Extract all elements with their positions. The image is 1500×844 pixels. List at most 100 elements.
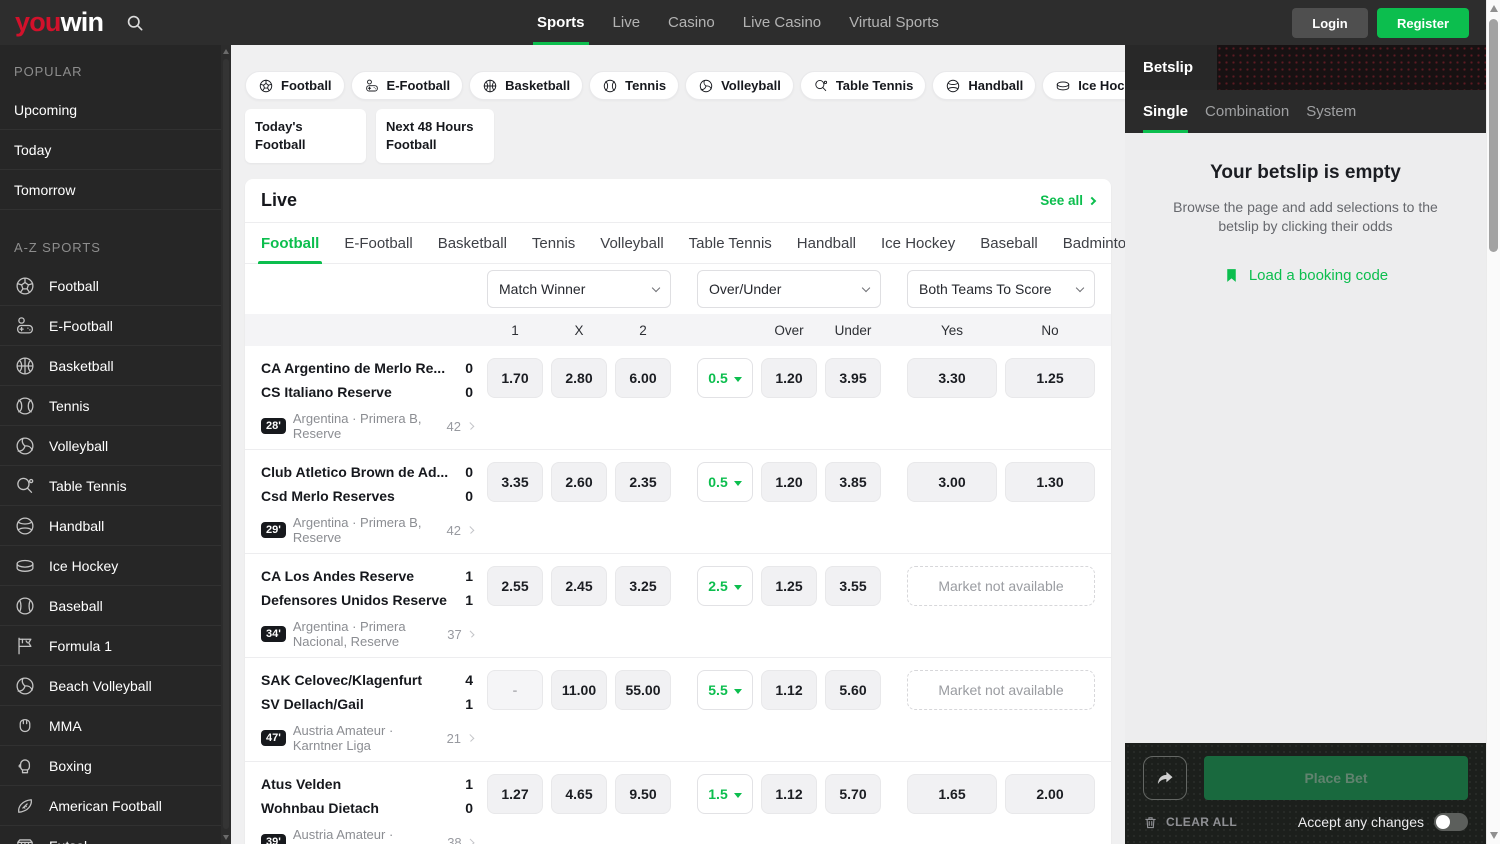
sidebar-item-formula-1[interactable]: Formula 1 <box>0 626 221 666</box>
live-tab-table-tennis[interactable]: Table Tennis <box>688 234 772 252</box>
odds-away-win[interactable]: 55.00 <box>615 670 671 711</box>
top-nav-live[interactable]: Live <box>612 14 641 31</box>
page-scrollbar[interactable] <box>1486 0 1500 844</box>
odds-btts-yes[interactable]: 3.00 <box>907 462 997 503</box>
odds-draw[interactable]: 4.65 <box>551 774 607 815</box>
live-tab-e-football[interactable]: E-Football <box>344 234 413 252</box>
see-all-link[interactable]: See all <box>1040 193 1097 208</box>
match-teams[interactable]: Atus Velden 1 Wohnbau Dietach 0 <box>261 774 473 818</box>
top-nav-casino[interactable]: Casino <box>668 14 715 31</box>
odds-draw[interactable]: 2.45 <box>551 566 607 607</box>
live-tab-basketball[interactable]: Basketball <box>437 234 507 252</box>
match-teams[interactable]: SAK Celovec/Klagenfurt 4 SV Dellach/Gail 1 <box>261 670 473 714</box>
top-nav-live-casino[interactable]: Live Casino <box>742 14 822 31</box>
page-scrollbar-thumb[interactable] <box>1489 19 1498 252</box>
filter-chip-basketball[interactable]: Basketball <box>469 71 584 100</box>
handicap-selector[interactable]: 1.5 <box>697 774 753 815</box>
match-meta[interactable]: 34' Argentina · Primera Nacional, Reserve… <box>261 619 475 649</box>
quick-link-today-s-football[interactable]: Today's Football <box>245 109 366 164</box>
login-button[interactable]: Login <box>1292 8 1368 38</box>
logo[interactable]: youwin <box>15 7 104 37</box>
sidebar-item-tomorrow[interactable]: Tomorrow <box>0 170 221 210</box>
sidebar-item-boxing[interactable]: Boxing <box>0 746 221 786</box>
odds-away-win[interactable]: 9.50 <box>615 774 671 815</box>
market-dropdown-over-under[interactable]: Over/Under <box>697 270 881 309</box>
sidebar-item-mma[interactable]: MMA <box>0 706 221 746</box>
live-tab-ice-hockey[interactable]: Ice Hockey <box>881 234 956 252</box>
share-betslip-button[interactable] <box>1143 756 1187 800</box>
filter-chip-handball[interactable]: Handball <box>932 71 1037 100</box>
quick-link-next-48-hours-football[interactable]: Next 48 Hours Football <box>376 109 494 164</box>
match-meta[interactable]: 39' Austria Amateur · Regionalliga Centre… <box>261 827 475 844</box>
match-meta[interactable]: 28' Argentina · Primera B, Reserve 42 <box>261 411 475 441</box>
match-teams[interactable]: Club Atletico Brown de Ad... 0 Csd Merlo R… <box>261 462 473 506</box>
sidebar-item-volleyball[interactable]: Volleyball <box>0 426 221 466</box>
scroll-down-icon[interactable] <box>1490 832 1498 839</box>
sidebar-item-basketball[interactable]: Basketball <box>0 346 221 386</box>
sidebar-item-futsal[interactable]: Futsal <box>0 826 221 844</box>
handicap-selector[interactable]: 2.5 <box>697 566 753 607</box>
odds-over[interactable]: 1.12 <box>761 774 817 815</box>
scroll-up-icon[interactable] <box>223 49 229 54</box>
filter-chip-volleyball[interactable]: Volleyball <box>685 71 794 100</box>
live-tab-football[interactable]: Football <box>257 223 323 264</box>
odds-home-win[interactable]: 1.27 <box>487 774 543 815</box>
sidebar-scrollbar-thumb[interactable] <box>223 59 229 829</box>
odds-under[interactable]: 5.60 <box>825 670 881 711</box>
sidebar-item-e-football[interactable]: E-Football <box>0 306 221 346</box>
sidebar-item-today[interactable]: Today <box>0 130 221 170</box>
sidebar-item-baseball[interactable]: Baseball <box>0 586 221 626</box>
betslip-title-tab[interactable]: Betslip <box>1125 45 1217 90</box>
sidebar-item-table-tennis[interactable]: Table Tennis <box>0 466 221 506</box>
filter-chip-tennis[interactable]: Tennis <box>589 71 680 100</box>
sidebar-item-tennis[interactable]: Tennis <box>0 386 221 426</box>
live-tab-baseball[interactable]: Baseball <box>980 234 1038 252</box>
odds-home-win[interactable]: 1.70 <box>487 358 543 399</box>
betslip-tab-combination[interactable]: Combination <box>1205 103 1290 120</box>
odds-btts-yes[interactable]: 1.65 <box>907 774 997 815</box>
handicap-selector[interactable]: 0.5 <box>697 462 753 503</box>
odds-under[interactable]: 5.70 <box>825 774 881 815</box>
odds-over[interactable]: 1.25 <box>761 566 817 607</box>
odds-over[interactable]: 1.20 <box>761 358 817 399</box>
odds-home-win[interactable]: 2.55 <box>487 566 543 607</box>
odds-btts-no[interactable]: 1.25 <box>1005 358 1095 399</box>
match-teams[interactable]: CA Argentino de Merlo Re... 0 CS Italiano … <box>261 358 473 402</box>
market-dropdown-match-winner[interactable]: Match Winner <box>487 270 671 309</box>
odds-over[interactable]: 1.12 <box>761 670 817 711</box>
top-nav-sports[interactable]: Sports <box>533 0 588 45</box>
filter-chip-football[interactable]: Football <box>245 71 345 100</box>
filter-chip-ice-hockey[interactable]: Ice Hockey <box>1042 71 1125 100</box>
load-booking-code-link[interactable]: Load a booking code <box>1223 267 1388 284</box>
odds-home-win[interactable]: - <box>487 670 543 711</box>
odds-draw[interactable]: 2.60 <box>551 462 607 503</box>
sidebar-item-handball[interactable]: Handball <box>0 506 221 546</box>
match-meta[interactable]: 47' Austria Amateur · Karntner Liga 21 <box>261 723 475 753</box>
clear-all-button[interactable]: CLEAR ALL <box>1143 815 1237 830</box>
sidebar-item-ice-hockey[interactable]: Ice Hockey <box>0 546 221 586</box>
odds-under[interactable]: 3.85 <box>825 462 881 503</box>
accept-changes-toggle[interactable] <box>1434 813 1468 831</box>
sidebar-scrollbar[interactable] <box>221 45 231 844</box>
odds-draw[interactable]: 2.80 <box>551 358 607 399</box>
search-icon[interactable] <box>125 13 145 33</box>
odds-home-win[interactable]: 3.35 <box>487 462 543 503</box>
live-tab-volleyball[interactable]: Volleyball <box>600 234 664 252</box>
filter-chip-e-football[interactable]: E-Football <box>350 71 464 100</box>
live-tab-badminton[interactable]: Badminton <box>1062 234 1125 252</box>
odds-under[interactable]: 3.95 <box>825 358 881 399</box>
sidebar-item-upcoming[interactable]: Upcoming <box>0 90 221 130</box>
betslip-tab-system[interactable]: System <box>1306 103 1357 120</box>
sidebar-item-beach-volleyball[interactable]: Beach Volleyball <box>0 666 221 706</box>
place-bet-button[interactable]: Place Bet <box>1204 756 1468 800</box>
odds-away-win[interactable]: 6.00 <box>615 358 671 399</box>
odds-btts-no[interactable]: 2.00 <box>1005 774 1095 815</box>
odds-btts-no[interactable]: 1.30 <box>1005 462 1095 503</box>
scroll-down-icon[interactable] <box>223 835 229 840</box>
sidebar-item-american-football[interactable]: American Football <box>0 786 221 826</box>
live-tab-tennis[interactable]: Tennis <box>531 234 576 252</box>
odds-draw[interactable]: 11.00 <box>551 670 607 711</box>
market-dropdown-both-teams-to-score[interactable]: Both Teams To Score <box>907 270 1095 309</box>
handicap-selector[interactable]: 0.5 <box>697 358 753 399</box>
sidebar-item-football[interactable]: Football <box>0 266 221 306</box>
